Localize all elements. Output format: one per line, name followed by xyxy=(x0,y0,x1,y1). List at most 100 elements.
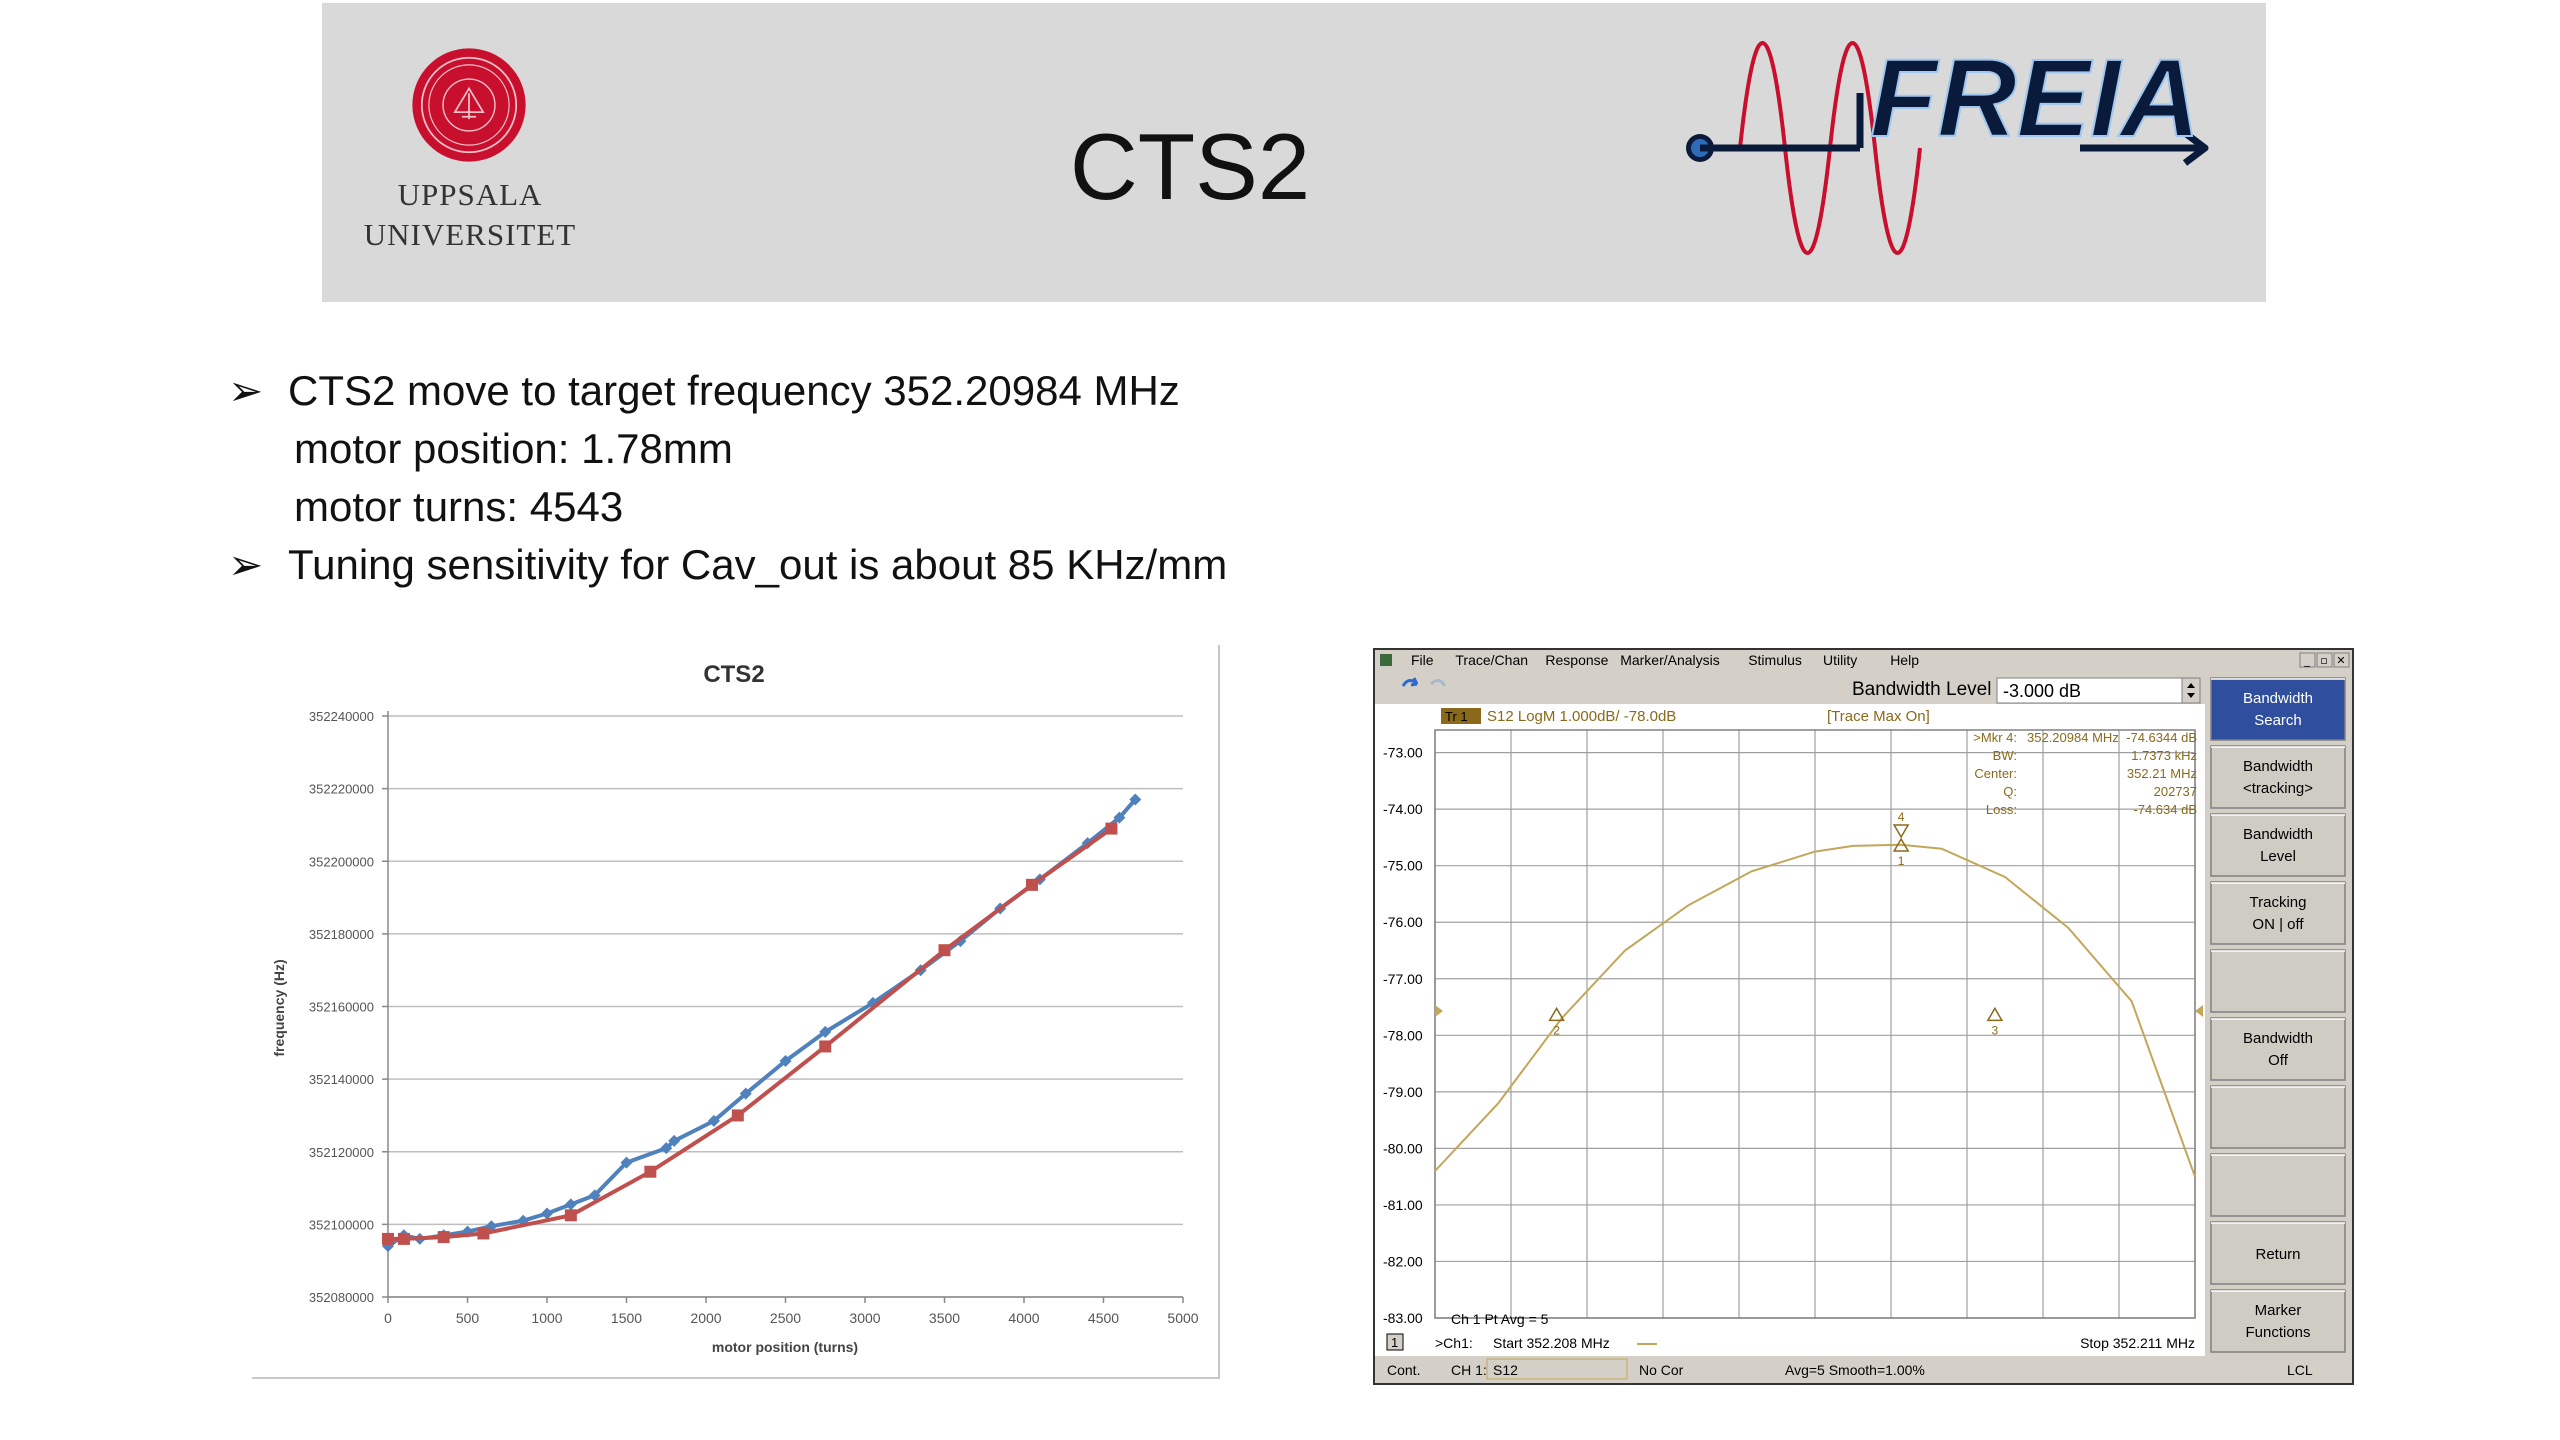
softkey-button[interactable] xyxy=(2210,1085,2346,1149)
bullet-list: ➢ CTS2 move to target frequency 352.20984… xyxy=(228,362,1227,594)
softkey-label: ON | off xyxy=(2252,916,2304,933)
softkey-label: Bandwidth xyxy=(2243,690,2313,707)
marker-4-icon[interactable]: 4 xyxy=(1892,810,1910,839)
softkey-button[interactable]: Bandwidth Search xyxy=(2210,677,2346,741)
menu-item[interactable]: Response xyxy=(1545,652,1608,668)
trace-title: S12 LogM 1.000dB/ -78.0dB xyxy=(1487,708,1676,725)
softkey-button[interactable]: Bandwidth Level xyxy=(2210,813,2346,877)
softkey-label: Tracking xyxy=(2250,894,2307,911)
chart-point xyxy=(620,1156,633,1169)
chart-y-tick-label: 352240000 xyxy=(309,709,374,724)
window-control-icon: ✕ xyxy=(2336,654,2345,667)
vna-grid xyxy=(1434,729,2196,1319)
chart-x-tick-label: 3000 xyxy=(849,1310,880,1326)
vna-plot-frame xyxy=(1434,729,2196,1319)
chart-point xyxy=(707,1114,720,1127)
vna-y-tick-labels: -73.00 -74.00 -75.00 -76.00 -77.00 -78.00 -79.… xyxy=(1383,745,1423,1326)
softkey-button[interactable]: Bandwidth <tracking> xyxy=(2210,745,2346,809)
marker-1-icon[interactable]: 1 xyxy=(1892,837,1910,868)
chart-series-1 xyxy=(382,793,1142,1253)
window-control-icon: ▫ xyxy=(2320,654,2327,667)
bullet-subitem: motor position: 1.78mm xyxy=(228,420,1227,478)
marker-readout: >Mkr 4: 352.20984 MHz -74.6344 dB BW: 1.7373… xyxy=(1973,730,2197,817)
softkey-button[interactable]: Bandwidth Off xyxy=(2210,1017,2346,1081)
chart-point xyxy=(739,1087,752,1100)
undo-icon[interactable] xyxy=(1401,677,1419,687)
chart-point xyxy=(731,1109,744,1122)
trace-max-label: [Trace Max On] xyxy=(1827,708,1930,725)
freia-logo-text: FREIA xyxy=(1870,37,2200,160)
stop-frequency: Stop 352.211 MHz xyxy=(2080,1335,2195,1351)
chart-series-2 xyxy=(382,822,1118,1245)
marker-3-icon[interactable]: 3 xyxy=(1986,1006,2004,1037)
arrow-bullet-icon: ➢ xyxy=(228,367,264,414)
vna-menu-bar: File Trace/Chan Response Marker/Analysis Sti… xyxy=(1411,652,1919,668)
reference-right-arrow-icon xyxy=(2195,1005,2203,1017)
softkey-label: Bandwidth xyxy=(2243,826,2313,843)
svg-text:1: 1 xyxy=(1898,854,1905,868)
chart-point xyxy=(564,1198,577,1211)
header-banner xyxy=(322,3,2266,302)
chart-point xyxy=(668,1134,681,1147)
chart-x-tick-label: 2500 xyxy=(770,1310,801,1326)
university-name: UPPSALA UNIVERSITET xyxy=(350,175,590,255)
window-control-button[interactable] xyxy=(2316,652,2333,668)
chart-y-tick-label: 352180000 xyxy=(309,927,374,942)
softkey-button[interactable] xyxy=(2210,949,2346,1013)
bandwidth-level-input[interactable] xyxy=(1996,677,2183,704)
chart-y-tick-labels: 352080000 352100000 352120000 352140000 3521… xyxy=(309,709,374,1305)
slide-title: CTS2 xyxy=(1069,114,1311,219)
chart-x-tick-label: 3500 xyxy=(929,1310,960,1326)
chart-x-tick-label: 500 xyxy=(456,1310,480,1326)
arrow-bullet-icon: ➢ xyxy=(228,541,264,588)
readout-label: Loss: xyxy=(1986,802,2017,817)
s12-trace-line xyxy=(1434,843,2196,1178)
bullet-text: CTS2 move to target frequency 352.20984 … xyxy=(288,367,1180,414)
freia-logo: FREIA xyxy=(1686,36,2209,255)
chart-series-line xyxy=(386,798,1137,1248)
softkey-button[interactable]: Marker Functions xyxy=(2210,1289,2346,1353)
chart-point xyxy=(819,1025,832,1038)
vna-svg: File Trace/Chan Response Marker/Analysis Sti… xyxy=(1375,650,2352,1383)
vna-y-tick-label: -83.00 xyxy=(1383,1310,1423,1326)
softkey-label: <tracking> xyxy=(2243,780,2313,797)
menu-item[interactable]: Stimulus xyxy=(1748,652,1802,668)
status-field-box xyxy=(1486,1358,1628,1380)
menu-item[interactable]: File xyxy=(1411,652,1434,668)
university-name-line2: UNIVERSITET xyxy=(363,217,577,252)
menu-item[interactable]: Marker/Analysis xyxy=(1620,652,1720,668)
softkey-label: Off xyxy=(2268,1052,2289,1069)
menu-item[interactable]: Utility xyxy=(1823,652,1857,668)
chart-x-tick-label: 1500 xyxy=(611,1310,642,1326)
chart-point xyxy=(866,996,879,1009)
softkey-button[interactable]: Return xyxy=(2210,1221,2346,1285)
chart-point xyxy=(541,1207,553,1220)
uppsala-university-seal-icon xyxy=(412,48,526,162)
chart-x-tick-label: 5000 xyxy=(1167,1310,1198,1326)
menu-item[interactable]: Help xyxy=(1890,652,1919,668)
chart-y-tick-label: 352160000 xyxy=(309,1000,374,1015)
softkey-button[interactable]: Tracking ON | off xyxy=(2210,881,2346,945)
redo-icon[interactable] xyxy=(1429,679,1447,687)
channel-label: >Ch1: xyxy=(1435,1335,1473,1351)
frequency-vs-motor-chart: CTS2 352080000 352100000 352120000 35214000… xyxy=(252,645,1220,1379)
bandwidth-level-spinner[interactable] xyxy=(2181,677,2201,704)
chart-y-tick-label: 352220000 xyxy=(309,782,374,797)
window-control-button[interactable] xyxy=(2333,652,2350,668)
vna-y-tick-label: -78.00 xyxy=(1383,1027,1423,1043)
chart-point xyxy=(644,1165,657,1178)
vna-app-icon xyxy=(1380,654,1392,666)
bandwidth-level-label: Bandwidth Level xyxy=(1852,679,1991,700)
chart-point xyxy=(938,944,951,957)
reference-left-arrow-icon xyxy=(1435,1005,1443,1017)
chart-point xyxy=(1105,822,1118,835)
marker-2-icon[interactable]: 2 xyxy=(1548,1006,1565,1037)
menu-item[interactable]: Trace/Chan xyxy=(1455,652,1528,668)
window-control-button[interactable] xyxy=(2299,652,2316,668)
softkey-label: Search xyxy=(2254,712,2302,729)
vna-y-tick-label: -77.00 xyxy=(1383,971,1423,987)
softkey-button[interactable] xyxy=(2210,1153,2346,1217)
readout-value: 202737 xyxy=(2154,784,2197,799)
chart-point xyxy=(477,1227,490,1240)
chart-y-tick-label: 352080000 xyxy=(309,1290,374,1305)
